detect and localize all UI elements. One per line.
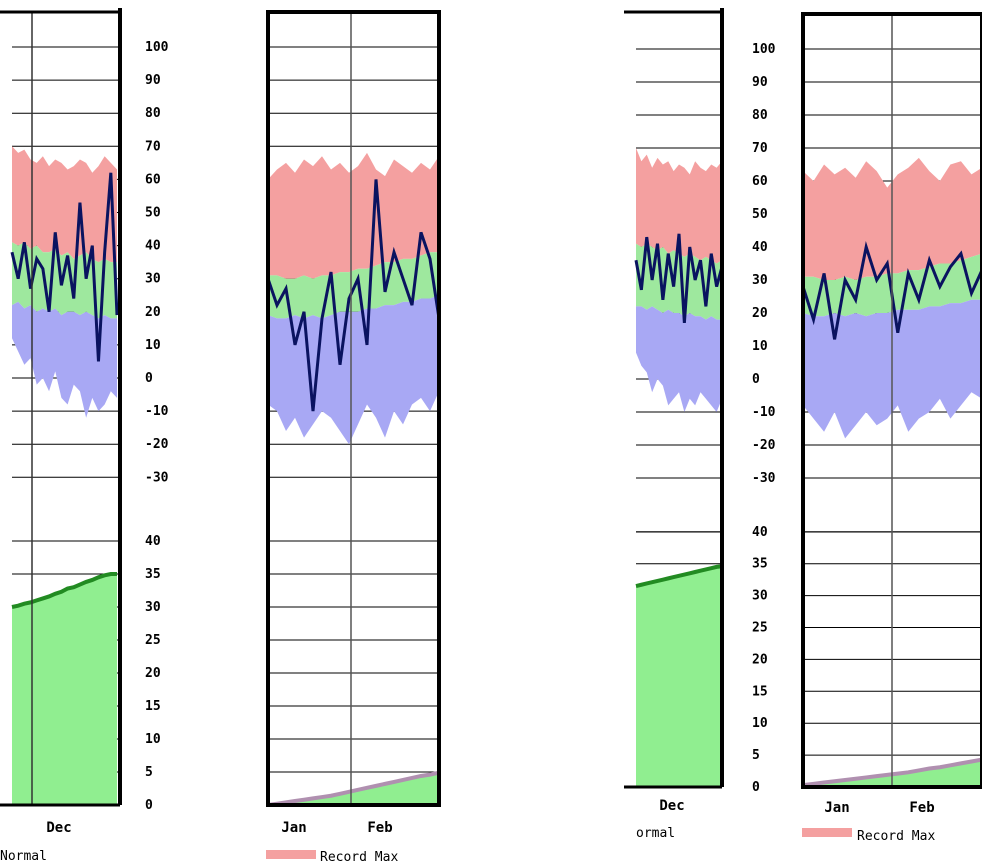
left-snow-depth-line-dec [11, 572, 117, 609]
left-record-max-band-dec [12, 146, 117, 263]
month-label-dec-right: Dec [659, 798, 684, 814]
legend-record-max-label-left: Record Max [320, 850, 398, 865]
right-record-min-band-dec [636, 306, 722, 412]
left-snow-tick-label: 30 [145, 600, 161, 615]
left-snow-tick-label: 0 [145, 798, 153, 813]
right-snow-tick-label: 30 [752, 589, 768, 604]
right-temp-tick-label: 100 [752, 42, 776, 57]
left-observed-temp-line-janfeb [266, 179, 441, 412]
left-record-max-band-janfeb [268, 152, 439, 279]
right-temp-tick-label: 40 [752, 240, 768, 255]
right-snow-tick-label: 0 [752, 780, 760, 795]
right-snow-tick-label: 20 [752, 652, 768, 667]
left-observed-temp-line-dec [10, 172, 119, 362]
left-temp-tick-label: 100 [145, 40, 169, 55]
left-snow-tick-label: 35 [145, 567, 161, 582]
right-temp-tick-label: 90 [752, 75, 768, 90]
left-temp-tick-label: 0 [145, 371, 153, 386]
month-label-jan-right: Jan [824, 800, 849, 816]
right-observed-temp-line-dec [634, 233, 724, 324]
left-snow-tick-label: 10 [145, 732, 161, 747]
left-snow-depth-area-janfeb [268, 772, 439, 805]
right-snow-tick-label: 10 [752, 716, 768, 731]
legend-record-max-label-right: Record Max [857, 829, 935, 844]
left-snow-tick-label: 15 [145, 699, 161, 714]
left-temp-tick-label: 30 [145, 272, 161, 287]
left-record-min-band-dec [12, 301, 117, 418]
left-snow-tick-label: 5 [145, 765, 153, 780]
left-record-min-band-janfeb [268, 295, 439, 445]
right-record-max-band-dec [636, 148, 722, 264]
left-temp-tick-label: 80 [145, 106, 161, 121]
right-temp-tick-label: 50 [752, 207, 768, 222]
right-temp-tick-label: -30 [752, 471, 776, 486]
left-snow-tick-label: 20 [145, 666, 161, 681]
left-snow-tick-label: 25 [145, 633, 161, 648]
left-snow-depth-area-dec [12, 574, 117, 805]
right-snow-tick-label: 5 [752, 748, 760, 763]
right-temp-tick-label: 70 [752, 141, 768, 156]
right-snow-depth-line-dec [635, 564, 723, 588]
right-snow-depth-area-dec [636, 566, 722, 787]
right-temp-tick-label: 0 [752, 372, 760, 387]
legend-record-max-swatch-left [266, 850, 316, 859]
right-snow-tick-label: 25 [752, 621, 768, 636]
left-temp-tick-label: 90 [145, 73, 161, 88]
left-snow-depth-line-janfeb [267, 770, 440, 807]
month-label-jan-left: Jan [281, 820, 306, 836]
right-snow-tick-label: 35 [752, 557, 768, 572]
month-label-dec-left: Dec [46, 820, 71, 836]
right-temp-tick-label: 60 [752, 174, 768, 189]
legend-record-max-swatch-right [802, 828, 852, 837]
right-temp-tick-label: 10 [752, 339, 768, 354]
left-temp-tick-label: 50 [145, 206, 161, 221]
legend-normal-label-right: ormal [636, 826, 675, 841]
right-temp-tick-label: 20 [752, 306, 768, 321]
right-temp-tick-label: -20 [752, 438, 776, 453]
month-label-feb-right: Feb [909, 800, 934, 816]
right-snow-tick-label: 40 [752, 525, 768, 540]
left-temp-tick-label: 60 [145, 172, 161, 187]
right-temp-tick-label: 30 [752, 273, 768, 288]
month-label-feb-left: Feb [367, 820, 392, 836]
right-temp-tick-label: -10 [752, 405, 776, 420]
right-janfeb-frame [801, 12, 982, 789]
left-janfeb-frame [266, 10, 441, 807]
left-temp-tick-label: -10 [145, 404, 169, 419]
left-temp-tick-label: 20 [145, 305, 161, 320]
left-temp-tick-label: -30 [145, 470, 169, 485]
left-temp-tick-label: 10 [145, 338, 161, 353]
left-temp-tick-label: 70 [145, 139, 161, 154]
left-temp-tick-label: -20 [145, 437, 169, 452]
left-temp-tick-label: 40 [145, 239, 161, 254]
right-snow-tick-label: 15 [752, 684, 768, 699]
right-temp-tick-label: 80 [752, 108, 768, 123]
left-snow-tick-label: 40 [145, 534, 161, 549]
legend-normal-label-left: Normal [0, 849, 47, 864]
